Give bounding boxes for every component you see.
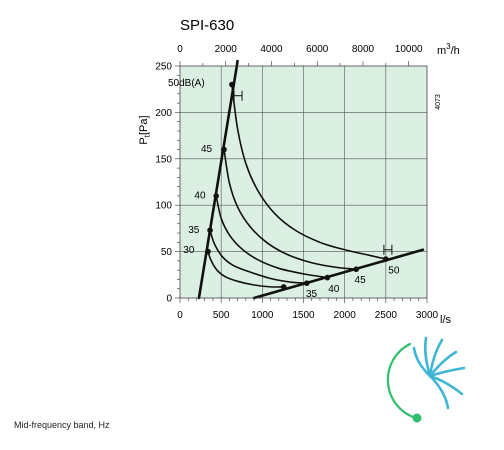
marked-points <box>205 81 389 290</box>
y-tick-label: 50 <box>161 247 173 258</box>
x-axis-unit: l/s <box>440 314 452 326</box>
logo-blade <box>428 374 464 396</box>
fan-blades-logo-icon <box>386 336 466 423</box>
marked-point <box>353 266 359 273</box>
curve-label: 30 <box>183 245 195 256</box>
marked-point <box>207 227 213 234</box>
bracket-marker <box>383 244 393 255</box>
x-tick-label: 500 <box>213 310 230 321</box>
logo-blade <box>428 374 450 410</box>
y-tick-label: 100 <box>155 201 172 212</box>
boundary-line-1 <box>252 248 425 300</box>
caption: Mid-frequency band, Hz <box>14 420 110 430</box>
curve-label: 40 <box>194 190 206 201</box>
x2-axis-unit-sup: 3 <box>446 42 451 51</box>
x-tick-label: 2500 <box>375 310 398 321</box>
marked-point <box>324 274 331 281</box>
curve-label: 35 <box>188 225 200 236</box>
marked-point <box>303 280 310 286</box>
noise-curve-3 <box>223 149 357 271</box>
y-tick-label: 0 <box>166 294 172 305</box>
boundary-line-extension <box>235 59 239 67</box>
x2-tick-label: 0 <box>177 44 183 55</box>
x2-axis-unit-prefix: m <box>437 45 446 57</box>
chart-title: SPI-630 <box>180 17 234 34</box>
y-tick-label: 250 <box>155 62 172 73</box>
x2-tick-label: 8000 <box>352 44 375 55</box>
boundary-lines <box>197 59 425 300</box>
curve-label: 45 <box>355 275 367 286</box>
marked-point <box>229 81 235 88</box>
y-tick-label: 150 <box>155 154 172 165</box>
x2-tick-label: 4000 <box>260 44 283 55</box>
curve-label: 45 <box>201 144 213 155</box>
logo-arc <box>386 342 418 420</box>
x2-axis-unit: m3/h <box>437 42 460 57</box>
logo-blade <box>428 366 466 378</box>
x-tick-label: 1000 <box>251 310 274 321</box>
curve-label: 40 <box>328 284 340 295</box>
boundary-line-0 <box>197 64 239 300</box>
marked-point <box>205 248 211 255</box>
bracket-marker <box>233 90 243 101</box>
noise-curve-0 <box>207 251 284 288</box>
axes <box>175 61 428 303</box>
side-code: 4073 <box>435 94 442 110</box>
logo-blade <box>412 346 432 378</box>
y-axis-label: Pt[Pa] <box>138 115 152 144</box>
x2-tick-label: 10000 <box>395 44 423 55</box>
noise-curves <box>207 84 387 288</box>
x-tick-label: 2000 <box>334 310 357 321</box>
marked-point <box>383 256 389 262</box>
x-tick-label: 3000 <box>416 310 439 321</box>
x-tick-label: 1500 <box>292 310 315 321</box>
y-axis-label-main: P <box>138 137 150 144</box>
noise-curve-2 <box>215 195 328 279</box>
marked-point <box>280 284 287 290</box>
x2-tick-label: 6000 <box>306 44 329 55</box>
curve-label: 50 <box>388 266 400 277</box>
y-axis-label-unit: [Pa] <box>138 115 150 135</box>
x2-tick-label: 2000 <box>215 44 238 55</box>
x2-axis-unit-suffix: /h <box>451 45 460 57</box>
y-axis-label-sub: t <box>143 134 152 137</box>
curve-label: 50dB(A) <box>168 78 205 89</box>
noise-curve-4 <box>231 84 387 260</box>
marked-point <box>213 193 220 199</box>
curve-label: 35 <box>306 289 318 300</box>
y-tick-label: 200 <box>155 108 172 119</box>
x-tick-label: 0 <box>177 310 183 321</box>
logo-blade <box>428 338 444 378</box>
noise-curve-1 <box>209 230 307 284</box>
logo-blade <box>423 336 432 378</box>
marked-point <box>221 146 227 153</box>
logo-blade <box>428 350 458 378</box>
logo-blades <box>412 336 466 410</box>
logo-dot <box>412 413 422 423</box>
